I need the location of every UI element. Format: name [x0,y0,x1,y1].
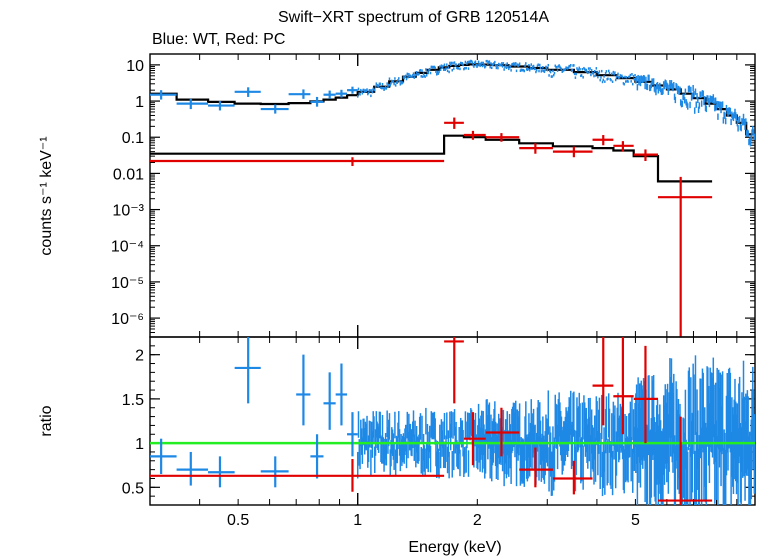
y-tick-label: 10 [126,58,144,75]
pc-model-line [150,134,713,183]
wt-data-point [150,90,177,100]
pc-data-point [444,117,464,129]
wt-data-point [260,104,289,114]
wt-ratio-point [310,434,324,479]
pc-ratio-point [592,337,614,426]
pc-data-point [552,146,593,158]
wt-data-point [335,89,348,98]
pc-ratio-point [444,337,464,404]
ratio-y-tick-label: 1 [135,436,144,453]
spectrum-frame [149,53,756,338]
wt-ratio-point [335,363,348,426]
y-tick-label: 0.01 [113,166,144,183]
chart-subtitle: Blue: WT, Red: PC [152,31,286,48]
wt-ratio-point [296,354,311,426]
x-tick-label: 0.5 [227,512,249,529]
wt-data-point [310,96,324,107]
pc-data-point [150,157,445,167]
ratio-panel: 0.5 1 2 5 0.5 1 1.5 2 [122,336,756,529]
pc-data-point [592,135,614,146]
wt-ratio-point [260,456,289,488]
wt-ratio-point [150,438,177,475]
wt-data-point [347,86,358,94]
y-tick-label: 0.1 [122,130,144,147]
wt-ratio-point [176,451,209,486]
wt-ratio-point [323,372,336,430]
wt-ratio-point [234,337,261,404]
pc-data-point [658,176,713,337]
pc-data-point [633,149,659,162]
y-tick-label: 10⁻³ [112,203,144,220]
x-tick-label: 5 [631,512,640,529]
spectrum-panel: 10 1 0.1 0.01 10⁻³ 10⁻⁴ 10⁻⁵ 10⁻⁶ [111,53,756,338]
x-axis-label: Energy (keV) [408,539,501,556]
x-tick-label: 2 [473,512,482,529]
pc-ratio-point [485,407,520,457]
pc-data-point [463,130,486,140]
wt-ratio-point [347,412,358,457]
pc-data-point [613,141,634,152]
wt-data-point [176,98,209,110]
pc-ratio-point [519,447,553,488]
wt-data-point [288,89,311,99]
y-tick-label: 10⁻⁶ [111,311,144,328]
ratio-y-tick-label: 2 [135,348,144,365]
pc-ratio-point [150,459,445,492]
pc-ratio-point [613,337,634,435]
y-tick-label: 1 [135,94,144,111]
wt-ratio-point [208,456,235,488]
pc-ratio-point [633,345,659,444]
y-tick-label: 10⁻⁴ [111,239,144,256]
ratio-y-tick-label: 1.5 [122,392,144,409]
wt-data-point [208,101,235,111]
wt-data-point [323,90,336,99]
pc-data-point [485,133,520,142]
pc-data-point [519,143,553,154]
chart-title: Swift−XRT spectrum of GRB 120514A [278,9,550,26]
y-tick-label: 10⁻⁵ [111,275,144,292]
y-axis-label-ratio: ratio [38,405,55,436]
pc-ratio-point [658,416,713,505]
pc-ratio-point [552,460,593,495]
wt-data-point [234,87,261,97]
x-tick-label: 1 [353,512,362,529]
ratio-y-tick-label: 0.5 [122,480,144,497]
y-axis-label-spectrum: counts s⁻¹ keV⁻¹ [38,136,55,255]
pc-ratio-point [463,412,486,466]
